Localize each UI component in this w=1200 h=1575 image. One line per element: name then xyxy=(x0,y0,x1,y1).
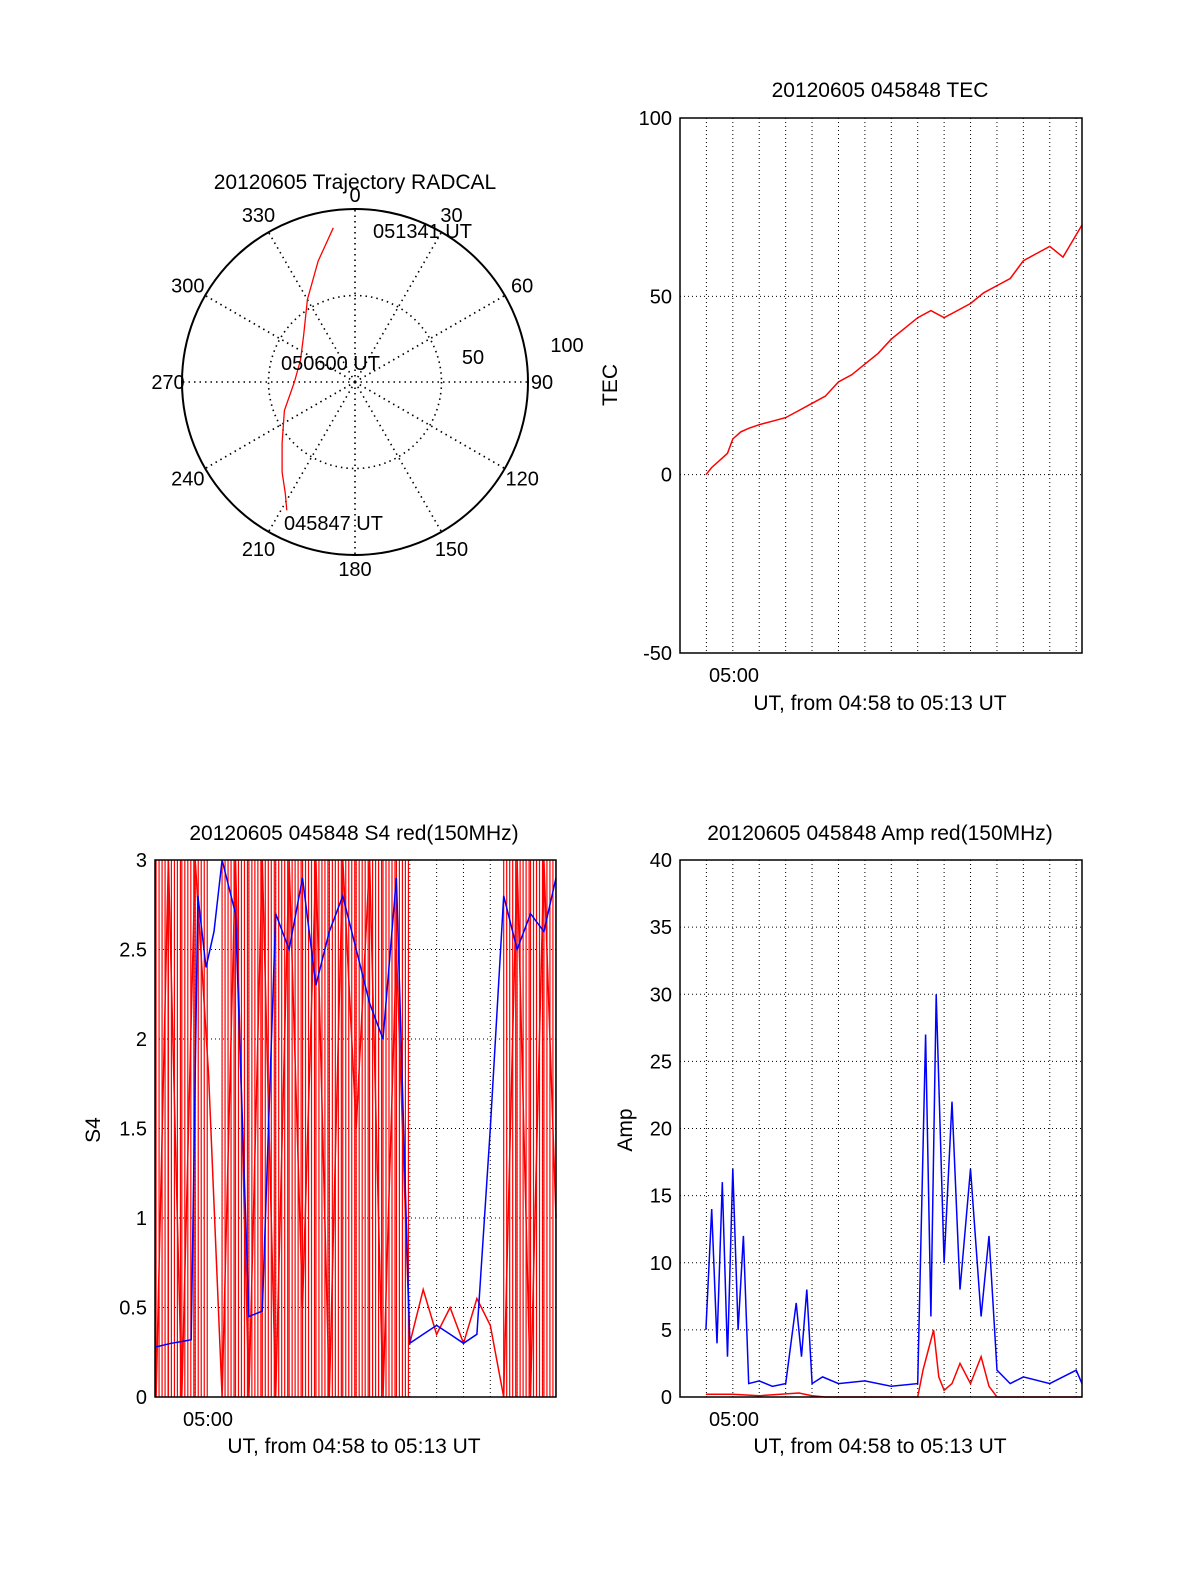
y-tick-label: -50 xyxy=(643,643,672,665)
s4-blue-series-line xyxy=(155,859,557,1348)
y-tick-label: 0 xyxy=(661,465,672,487)
tec-y-tick-labels: -50 0 50 100 xyxy=(639,108,672,665)
tec-x-tick-label: 05:00 xyxy=(709,665,759,687)
y-tick-label: 0 xyxy=(661,1387,672,1409)
tec-plot-frame xyxy=(679,117,1083,654)
s4-x-axis-label: UT, from 04:58 to 05:13 UT xyxy=(227,1435,480,1458)
polar-angle-label: 90 xyxy=(531,372,553,394)
polar-angle-label: 300 xyxy=(171,276,204,298)
polar-radial-label-50: 50 xyxy=(462,347,484,369)
polar-angle-label: 210 xyxy=(242,539,275,561)
s4-y-tick-labels: 0 0.5 1 1.5 2 2.5 3 xyxy=(119,850,147,1409)
polar-grid-circle xyxy=(267,294,443,470)
amp-y-axis-label: Amp xyxy=(614,1108,637,1151)
y-tick-label: 2.5 xyxy=(119,940,147,962)
y-tick-label: 35 xyxy=(650,917,672,939)
y-tick-label: 2 xyxy=(136,1029,147,1051)
tec-grid xyxy=(680,117,1082,654)
polar-angle-label: 240 xyxy=(171,469,204,491)
tec-series-line xyxy=(705,224,1083,476)
polar-angle-label: 270 xyxy=(151,372,184,394)
polar-outer-circle xyxy=(181,208,529,556)
amp-x-axis-label: UT, from 04:58 to 05:13 UT xyxy=(753,1435,1006,1458)
polar-title: 20120605 Trajectory RADCAL xyxy=(214,171,497,194)
polar-angle-label: 30 xyxy=(440,205,462,227)
y-tick-label: 40 xyxy=(650,850,672,872)
y-tick-label: 50 xyxy=(650,286,672,308)
amp-chart: 20120605 045848 Amp red(150MHz) 0 5 10 15 20… xyxy=(614,822,1083,1458)
y-tick-label: 1.5 xyxy=(119,1119,147,1141)
y-tick-label: 25 xyxy=(650,1051,672,1073)
y-tick-label: 0.5 xyxy=(119,1298,147,1320)
y-tick-label: 3 xyxy=(136,850,147,872)
y-tick-label: 20 xyxy=(650,1119,672,1141)
y-tick-label: 100 xyxy=(639,108,672,130)
polar-angle-label: 330 xyxy=(242,205,275,227)
y-tick-label: 0 xyxy=(136,1387,147,1409)
s4-chart: 20120605 045848 S4 red(150MHz) 0 0.5 1 1.5 2… xyxy=(82,822,557,1458)
amp-y-tick-labels: 0 5 10 15 20 25 30 35 40 xyxy=(650,850,672,1409)
annotation-end-time: 051341 UT xyxy=(373,221,472,243)
polar-angle-label: 180 xyxy=(338,559,371,581)
polar-trajectory-chart: 20120605 Trajectory RADCAL 0 30 60 90 120 150… xyxy=(151,171,583,581)
polar-angle-labels: 0 30 60 90 120 150 180 210 240 270 300 330 xyxy=(151,185,553,581)
s4-title: 20120605 045848 S4 red(150MHz) xyxy=(189,822,518,845)
tec-title: 20120605 045848 TEC xyxy=(772,79,989,102)
s4-plot-frame xyxy=(154,859,557,1398)
annotation-middle-time: 050600 UT xyxy=(281,353,380,375)
polar-grid-spoke xyxy=(354,231,443,383)
amp-x-tick-label: 05:00 xyxy=(709,1409,759,1431)
y-tick-label: 30 xyxy=(650,984,672,1006)
amp-title: 20120605 045848 Amp red(150MHz) xyxy=(707,822,1053,845)
polar-grid-spoke xyxy=(354,381,443,533)
polar-grid xyxy=(182,209,528,555)
polar-grid-spoke xyxy=(354,294,506,383)
polar-grid-spoke xyxy=(267,231,356,383)
polar-radial-label-100: 100 xyxy=(550,335,583,357)
amp-plot-frame xyxy=(679,859,1083,1398)
s4-x-tick-label: 05:00 xyxy=(183,1409,233,1431)
amp-blue-series-line xyxy=(705,994,1083,1388)
polar-angle-label: 60 xyxy=(511,276,533,298)
polar-angle-label: 150 xyxy=(435,539,468,561)
y-tick-label: 10 xyxy=(650,1253,672,1275)
polar-grid-spoke xyxy=(267,381,356,533)
amp-grid xyxy=(680,859,1082,1398)
annotation-start-time: 045847 UT xyxy=(284,513,383,535)
polar-grid-spoke xyxy=(354,381,506,470)
amp-red-series-line xyxy=(705,1329,1082,1398)
polar-angle-label: 0 xyxy=(349,185,360,207)
polar-grid-spoke xyxy=(204,294,356,383)
s4-y-axis-label: S4 xyxy=(82,1117,105,1143)
y-tick-label: 5 xyxy=(661,1320,672,1342)
polar-trajectory-line xyxy=(281,227,334,511)
tec-y-axis-label: TEC xyxy=(599,364,622,406)
tec-x-axis-label: UT, from 04:58 to 05:13 UT xyxy=(753,692,1006,715)
y-tick-label: 15 xyxy=(650,1186,672,1208)
polar-grid-spoke xyxy=(204,381,356,470)
y-tick-label: 1 xyxy=(136,1208,147,1230)
polar-angle-label: 120 xyxy=(505,469,538,491)
